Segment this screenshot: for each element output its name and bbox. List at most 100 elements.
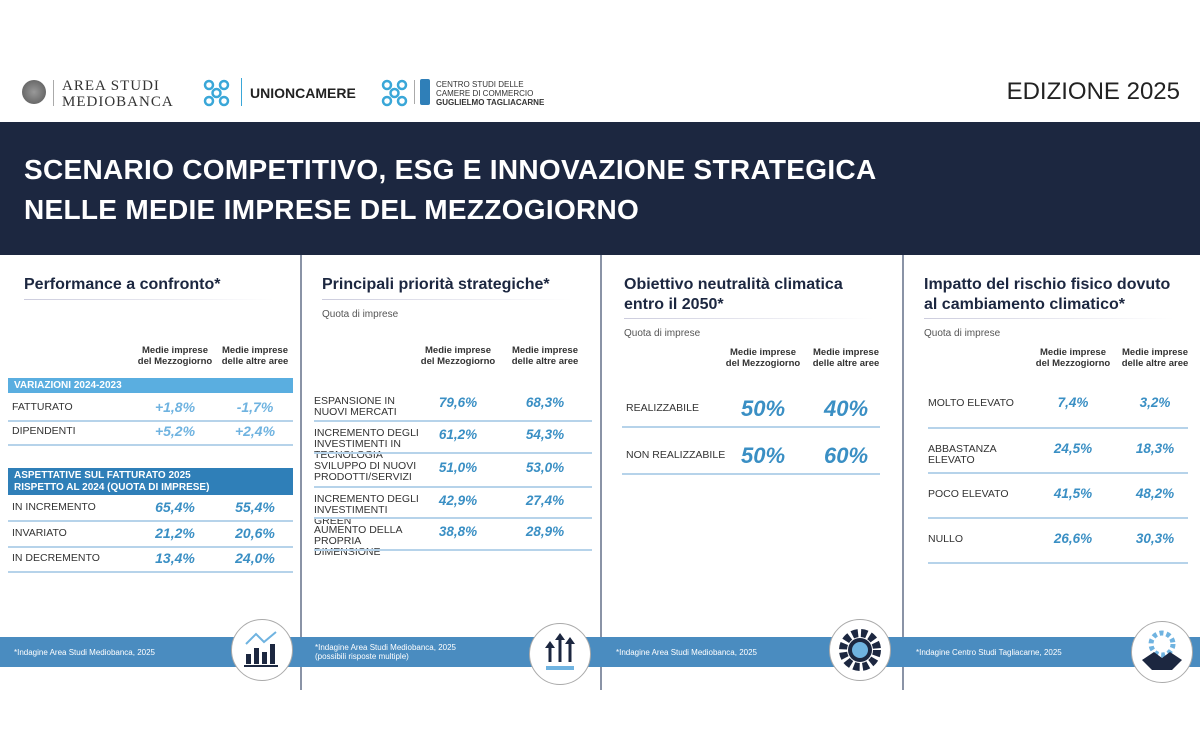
footnote-line: (possibili risposte multiple) bbox=[315, 652, 409, 661]
panel-title: Principali priorità strategiche* bbox=[322, 276, 550, 293]
footnote-line: *Indagine Area Studi Mediobanca, 2025 bbox=[315, 643, 456, 652]
value-mezzogiorno: 61,2% bbox=[438, 427, 478, 443]
row-divider bbox=[8, 546, 293, 548]
edition-label: EDIZIONE 2025 bbox=[1006, 78, 1180, 105]
row-label: NULLO bbox=[928, 533, 964, 545]
row-label: IN DECREMENTO bbox=[12, 552, 100, 564]
gear-handshake-icon bbox=[1131, 621, 1193, 683]
value-altre-aree: 68,3% bbox=[525, 395, 565, 411]
value-mezzogiorno: +5,2% bbox=[154, 423, 196, 439]
title-underline bbox=[924, 318, 1174, 319]
value-mezzogiorno: 38,8% bbox=[438, 524, 478, 540]
footer-band bbox=[0, 637, 1200, 667]
panel-title: Performance a confronto* bbox=[24, 276, 221, 293]
main-title-line: NELLE MEDIE IMPRESE DEL MEZZOGIORNO bbox=[24, 194, 640, 225]
row-label: SVILUPPO DI NUOVI PRODOTTI/SERVIZI bbox=[314, 460, 417, 483]
column-header-mezzogiorno: Medie imprese del Mezzogiorno bbox=[718, 347, 808, 369]
value-mezzogiorno: 51,0% bbox=[438, 460, 478, 476]
row-divider bbox=[314, 486, 592, 488]
value-mezzogiorno: +1,8% bbox=[154, 399, 196, 415]
row-divider bbox=[8, 420, 293, 422]
row-label: NON REALIZZABILE bbox=[626, 449, 726, 461]
row-divider bbox=[314, 549, 592, 551]
value-altre-aree: 24,0% bbox=[235, 550, 275, 566]
col-line: del Mezzogiorno bbox=[1035, 358, 1111, 369]
footnote: *Indagine Area Studi Mediobanca, 2025 bbox=[14, 648, 155, 657]
column-header-mezzogiorno: Medie imprese del Mezzogiorno bbox=[130, 345, 220, 367]
row-divider bbox=[8, 520, 293, 522]
row-divider bbox=[8, 571, 293, 573]
title-line: entro il 2050* bbox=[624, 296, 724, 313]
section-bar: ASPETTATIVE SUL FATTURATO 2025 RISPETTO A… bbox=[8, 468, 293, 495]
value-mezzogiorno: 50% bbox=[740, 443, 786, 468]
mediobanca-logo bbox=[22, 80, 46, 104]
row-label: INCREMENTO DEGLI INVESTIMENTI GREEN bbox=[314, 493, 419, 527]
column-header-altre-aree: Medie imprese delle altre aree bbox=[801, 347, 891, 369]
value-mezzogiorno: 24,5% bbox=[1053, 441, 1093, 457]
panel-divider bbox=[902, 255, 904, 690]
column-header-altre-aree: Medie imprese delle altre aree bbox=[500, 345, 590, 367]
row-divider bbox=[314, 517, 592, 519]
divider bbox=[53, 80, 54, 106]
row-label: REALIZZABILE bbox=[626, 402, 699, 414]
tagliacarne-logo-icon bbox=[381, 79, 408, 107]
col-line: Medie imprese bbox=[730, 347, 796, 358]
value-altre-aree: 30,3% bbox=[1135, 531, 1175, 547]
value-mezzogiorno: 13,4% bbox=[155, 550, 195, 566]
value-mezzogiorno: 21,2% bbox=[155, 525, 195, 541]
col-line: Medie imprese bbox=[142, 345, 208, 356]
value-mezzogiorno: 42,9% bbox=[438, 493, 478, 509]
row-divider bbox=[928, 562, 1188, 564]
title-underline bbox=[24, 299, 274, 300]
row-label: AUMENTO DELLA PROPRIA DIMENSIONE bbox=[314, 524, 402, 558]
row-label: INCREMENTO DEGLI INVESTIMENTI IN TECNOLO… bbox=[314, 427, 419, 461]
footnote: *Indagine Area Studi Mediobanca, 2025 (po… bbox=[315, 643, 456, 661]
row-divider bbox=[314, 420, 592, 422]
value-altre-aree: 53,0% bbox=[525, 460, 565, 476]
title-line: Obiettivo neutralità climatica bbox=[624, 276, 843, 293]
col-line: Medie imprese bbox=[1122, 347, 1188, 358]
divider bbox=[414, 80, 415, 104]
row-divider bbox=[314, 452, 592, 454]
row-label: DIPENDENTI bbox=[12, 425, 76, 437]
subtitle: Quota di imprese bbox=[624, 328, 701, 339]
value-altre-aree: -1,7% bbox=[236, 399, 274, 415]
title-underline bbox=[624, 318, 874, 319]
row-divider bbox=[8, 444, 293, 446]
title-banner: SCENARIO COMPETITIVO, ESG E INNOVAZIONE … bbox=[0, 122, 1200, 255]
col-line: Medie imprese bbox=[512, 345, 578, 356]
col-line: Medie imprese bbox=[425, 345, 491, 356]
logo-line: CENTRO STUDI DELLE bbox=[436, 80, 524, 89]
section-bar: VARIAZIONI 2024-2023 bbox=[8, 378, 293, 393]
main-title-line: SCENARIO COMPETITIVO, ESG E INNOVAZIONE … bbox=[24, 154, 877, 185]
value-mezzogiorno: 79,6% bbox=[438, 395, 478, 411]
unioncamere-logo-icon bbox=[203, 79, 230, 107]
value-altre-aree: 60% bbox=[823, 443, 869, 468]
row-label: IN INCREMENTO bbox=[12, 501, 96, 513]
value-altre-aree: 28,9% bbox=[525, 524, 565, 540]
col-line: del Mezzogiorno bbox=[725, 358, 801, 369]
unioncamere-name: UNIONCAMERE bbox=[250, 85, 356, 101]
value-mezzogiorno: 50% bbox=[740, 396, 786, 421]
row-label: POCO ELEVATO bbox=[928, 488, 1009, 500]
logo-line: CAMERE DI COMMERCIO bbox=[436, 89, 534, 98]
row-divider bbox=[928, 427, 1188, 429]
footnote: *Indagine Area Studi Mediobanca, 2025 bbox=[616, 648, 757, 657]
tagliacarne-name: CENTRO STUDI DELLE CAMERE DI COMMERCIO GUG… bbox=[436, 80, 544, 107]
column-header-mezzogiorno: Medie imprese del Mezzogiorno bbox=[413, 345, 503, 367]
chart-growth-icon bbox=[231, 619, 293, 681]
col-line: Medie imprese bbox=[222, 345, 288, 356]
value-mezzogiorno: 26,6% bbox=[1053, 531, 1093, 547]
row-divider bbox=[928, 517, 1188, 519]
logo-line: MEDIOBANCA bbox=[62, 94, 174, 110]
gear-leaf-icon bbox=[829, 619, 891, 681]
value-altre-aree: 48,2% bbox=[1135, 486, 1175, 502]
mediobanca-name: AREA STUDI MEDIOBANCA bbox=[62, 78, 174, 110]
panel-divider bbox=[600, 255, 602, 690]
panel-divider bbox=[300, 255, 302, 690]
row-divider bbox=[928, 472, 1188, 474]
divider bbox=[241, 78, 242, 106]
title-underline bbox=[322, 299, 572, 300]
section-bar-line: ASPETTATIVE SUL FATTURATO 2025 bbox=[14, 470, 191, 481]
col-line: Medie imprese bbox=[813, 347, 879, 358]
